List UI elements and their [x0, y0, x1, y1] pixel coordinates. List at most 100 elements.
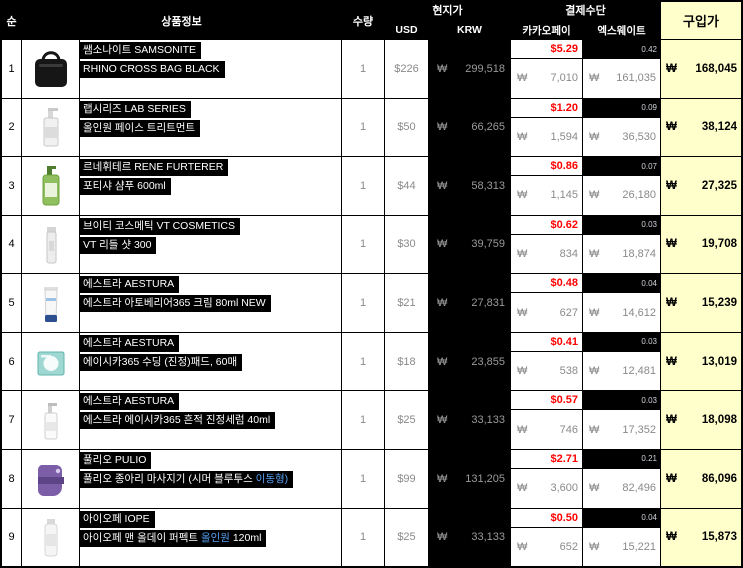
product-info-cell: 에스트라 AESTURA 에스트라 에이시카365 흔적 진정세럼 40ml: [80, 391, 341, 449]
product-name: 포티샤 샴푸 600ml: [80, 178, 171, 196]
product-info-cell: 에스트라 AESTURA 에스트라 아토베리어365 크림 80ml NEW: [80, 274, 341, 332]
kakaopay-krw-amount: ₩834: [511, 234, 582, 274]
kakaopay-cell: $0.62 ₩834: [511, 215, 582, 274]
kakaopay-cell: $0.50 ₩652: [511, 508, 582, 567]
purchase-price-cell: ₩18,098: [661, 391, 741, 449]
second-payment-cell: 0.03 ₩12,481: [583, 332, 660, 391]
header-order: 순: [2, 2, 21, 39]
purchase-price-cell: ₩19,708: [661, 215, 741, 274]
krw-price-cell: ₩27,831: [429, 274, 510, 332]
second-payment-rate: 0.03: [583, 215, 660, 234]
krw-price-cell: ₩66,265: [429, 98, 510, 157]
kakaopay-usd-amount: $0.62: [511, 215, 582, 234]
product-info-cell: 쌤소나이트 SAMSONITE RHINO CROSS BAG BLACK: [80, 40, 341, 98]
header-payment-group: 결제수단 카카오페이 엑스웨이트: [511, 2, 660, 39]
product-brand: 브이티 코스메틱 VT COSMETICS: [80, 217, 241, 235]
kakaopay-usd-amount: $0.41: [511, 332, 582, 351]
product-info-cell: 풀리오 PULIO 풀리오 종아리 마사지기 (시머 블루투스 이동형): [80, 449, 341, 508]
header-krw: KRW: [429, 21, 510, 39]
second-payment-cell: 0.04 ₩14,612: [583, 274, 660, 332]
second-payment-rate: 0.04: [583, 508, 660, 527]
second-payment-rate: 0.03: [583, 332, 660, 351]
second-payment-krw-amount: ₩18,874: [583, 234, 660, 274]
header-purchase-price: 구입가: [661, 2, 741, 39]
second-payment-cell: 0.21 ₩82,496: [583, 449, 660, 508]
header-payment-method: 결제수단: [565, 5, 606, 17]
krw-price-cell: ₩33,133: [429, 508, 510, 567]
table-header: 순 상품정보 수량 현지가 USD KRW 결제수단 카카오페이 엑스웨이트 구…: [2, 2, 741, 39]
row-number: 5: [2, 274, 21, 332]
row-number: 4: [2, 215, 21, 274]
second-payment-krw-amount: ₩15,221: [583, 527, 660, 567]
row-number: 3: [2, 157, 21, 215]
second-payment-rate: 0.03: [583, 391, 660, 410]
table-row: 4 브이티 코스메틱 VT COSMETICS VT 리들 샷 300 1 $3…: [2, 215, 741, 274]
row-number: 9: [2, 508, 21, 567]
header-local-price: 현지가: [432, 5, 463, 17]
product-info-cell: 브이티 코스메틱 VT COSMETICS VT 리들 샷 300: [80, 215, 341, 274]
product-name: 에이시카365 수딩 (진정)패드, 60매: [80, 353, 243, 371]
product-name: VT 리들 샷 300: [80, 236, 157, 254]
usd-price-cell: $25: [385, 508, 428, 567]
product-name-highlight: 이동형): [255, 472, 289, 485]
white-serum-bottle-image: [29, 397, 73, 443]
kakaopay-krw-amount: ₩1,594: [511, 117, 582, 157]
usd-price-cell: $50: [385, 98, 428, 157]
table-row: 3 르네휘테르 RENE FURTERER 포티샤 샴푸 600ml 1 $44…: [2, 157, 741, 215]
purple-calf-massager-image: [29, 456, 73, 502]
kakaopay-usd-amount: $0.57: [511, 391, 582, 410]
table-row: 9 아이오페 IOPE 아이오페 맨 올데이 퍼펙트 올인원 120ml 1 $…: [2, 508, 741, 567]
product-name-highlight: 올인원: [200, 531, 230, 544]
second-payment-rate: 0.42: [583, 40, 660, 58]
product-brand: 에스트라 AESTURA: [80, 334, 180, 352]
table-body: 1 쌤소나이트 SAMSONITE RHINO CROSS BAG BLACK …: [2, 40, 741, 567]
second-payment-cell: 0.09 ₩36,530: [583, 98, 660, 157]
header-second-payment: 엑스웨이트: [583, 21, 660, 39]
product-image-cell: [22, 40, 79, 98]
product-info-cell: 랩시리즈 LAB SERIES 올인원 페이스 트리트먼트: [80, 98, 341, 157]
krw-price-cell: ₩299,518: [429, 40, 510, 98]
kakaopay-cell: $0.86 ₩1,145: [511, 157, 582, 215]
second-payment-rate: 0.04: [583, 274, 660, 293]
quantity-cell: 1: [342, 215, 384, 274]
second-payment-cell: 0.03 ₩17,352: [583, 391, 660, 449]
product-name: 아이오페 맨 올데이 퍼펙트 올인원 120ml: [80, 529, 267, 547]
quantity-cell: 1: [342, 508, 384, 567]
product-brand: 아이오페 IOPE: [80, 510, 155, 528]
product-info-cell: 르네휘테르 RENE FURTERER 포티샤 샴푸 600ml: [80, 157, 341, 215]
kakaopay-usd-amount: $2.71: [511, 449, 582, 468]
purchase-price-cell: ₩15,239: [661, 274, 741, 332]
usd-price-cell: $21: [385, 274, 428, 332]
kakaopay-usd-amount: $1.20: [511, 98, 582, 117]
header-kakaopay: 카카오페이: [511, 21, 582, 39]
table-row: 6 에스트라 AESTURA 에이시카365 수딩 (진정)패드, 60매 1 …: [2, 332, 741, 391]
teal-pad-box-image: [29, 339, 73, 385]
quantity-cell: 1: [342, 332, 384, 391]
kakaopay-cell: $2.71 ₩3,600: [511, 449, 582, 508]
usd-price-cell: $226: [385, 40, 428, 98]
product-brand: 쌤소나이트 SAMSONITE: [80, 42, 202, 59]
usd-price-cell: $99: [385, 449, 428, 508]
krw-price-cell: ₩58,313: [429, 157, 510, 215]
quantity-cell: 1: [342, 274, 384, 332]
white-lotion-bottle-image: [29, 514, 73, 560]
product-image-cell: [22, 215, 79, 274]
table-row: 1 쌤소나이트 SAMSONITE RHINO CROSS BAG BLACK …: [2, 40, 741, 98]
second-payment-krw-amount: ₩26,180: [583, 176, 660, 215]
product-image-cell: [22, 508, 79, 567]
second-payment-krw-amount: ₩14,612: [583, 293, 660, 332]
product-image-cell: [22, 332, 79, 391]
second-payment-krw-amount: ₩12,481: [583, 351, 660, 391]
purchase-price-cell: ₩86,096: [661, 449, 741, 508]
row-number: 2: [2, 98, 21, 157]
row-number: 8: [2, 449, 21, 508]
row-number: 1: [2, 40, 21, 98]
kakaopay-usd-amount: $0.48: [511, 274, 582, 293]
product-info-cell: 에스트라 AESTURA 에이시카365 수딩 (진정)패드, 60매: [80, 332, 341, 391]
usd-price-cell: $25: [385, 391, 428, 449]
kakaopay-krw-amount: ₩627: [511, 293, 582, 332]
table-row: 8 풀리오 PULIO 풀리오 종아리 마사지기 (시머 블루투스 이동형) 1…: [2, 449, 741, 508]
purchase-price-cell: ₩168,045: [661, 40, 741, 98]
table-row: 5 에스트라 AESTURA 에스트라 아토베리어365 크림 80ml NEW…: [2, 274, 741, 332]
